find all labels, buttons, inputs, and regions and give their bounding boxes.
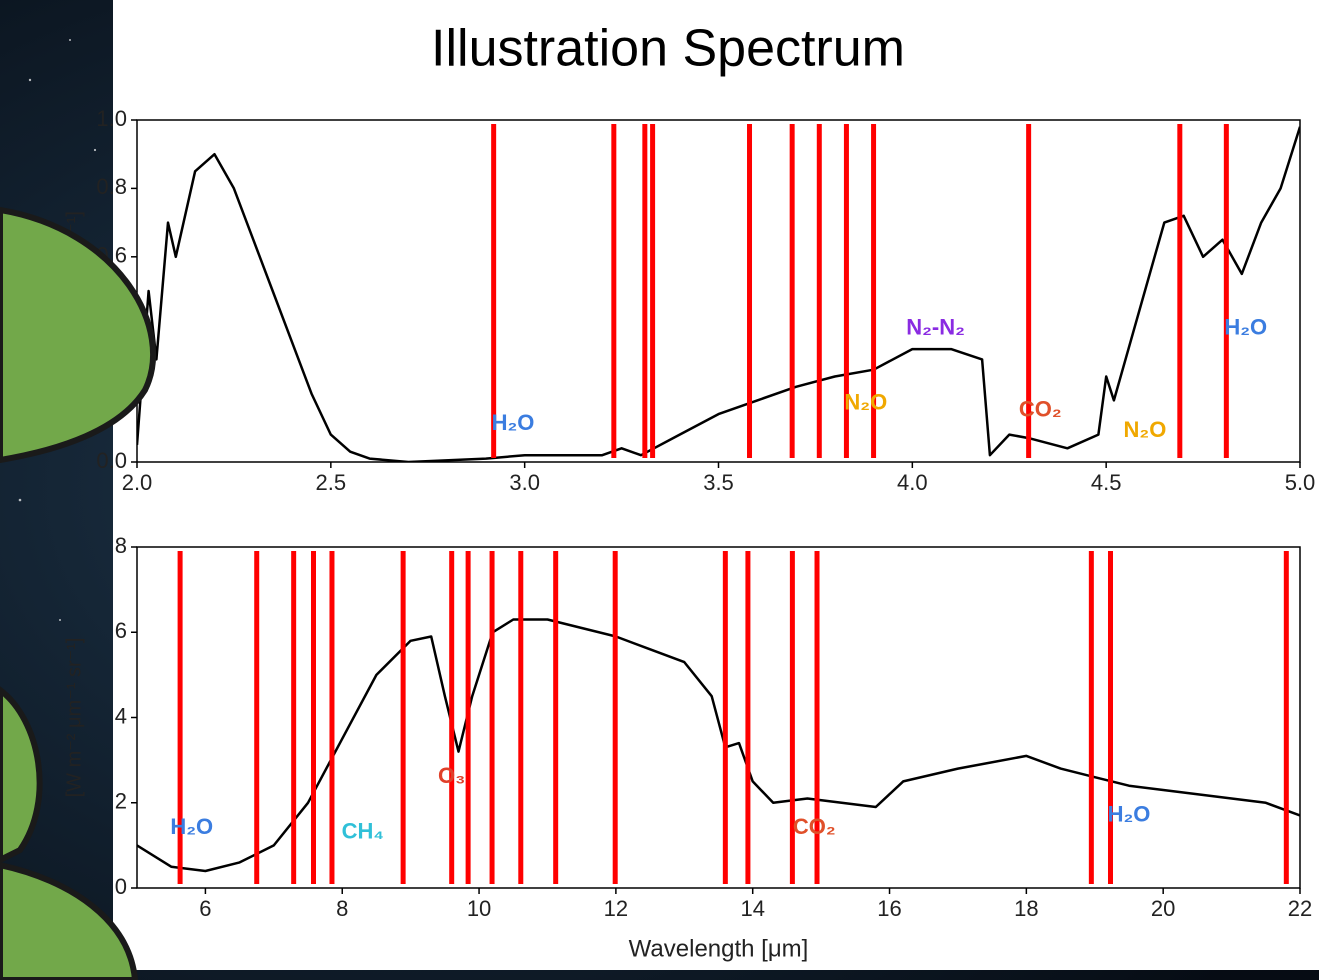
molecule-label: N₂O xyxy=(844,390,887,415)
ui-blobs xyxy=(0,206,157,980)
y-tick-label: 4 xyxy=(115,703,127,728)
x-tick-label: 12 xyxy=(604,896,628,921)
y-tick-label: 0 xyxy=(115,874,127,899)
x-tick-label: 4.0 xyxy=(897,470,928,495)
y-tick-label: 1.0 xyxy=(96,106,127,131)
molecule-label: N₂-N₂ xyxy=(906,314,965,339)
y-tick-label: 6 xyxy=(115,618,127,643)
x-tick-label: 2.5 xyxy=(316,470,347,495)
plots: 2.02.53.03.54.04.55.00.00.20.40.60.81.0H… xyxy=(63,106,1315,963)
x-tick-label: 18 xyxy=(1014,896,1038,921)
x-tick-label: 6 xyxy=(199,896,211,921)
green-blob[interactable] xyxy=(0,861,139,980)
spectrum-line xyxy=(137,618,1300,873)
y-tick-label: 0.0 xyxy=(96,448,127,473)
x-axis-label: Wavelength [μm] xyxy=(629,935,809,962)
molecule-label: CO₂ xyxy=(793,814,836,839)
molecule-label: CO₂ xyxy=(1019,397,1062,422)
molecule-label: N₂O xyxy=(1124,417,1167,442)
x-tick-label: 8 xyxy=(336,896,348,921)
green-blob[interactable] xyxy=(0,686,43,864)
plot-area xyxy=(137,551,1300,884)
plot-frame xyxy=(136,546,1301,889)
panel-title: Illustration Spectrum xyxy=(431,20,905,78)
y-tick-label: 2 xyxy=(115,789,127,814)
molecule-label: H₂O xyxy=(1108,801,1151,826)
x-tick-label: 10 xyxy=(467,896,491,921)
molecule-label: H₂O xyxy=(1224,314,1267,339)
x-tick-label: 2.0 xyxy=(122,470,153,495)
spectrum-line xyxy=(137,126,1300,462)
y-tick-label: 0.8 xyxy=(96,174,127,199)
y-axis-label: [W m⁻² μm⁻¹ sr⁻¹] xyxy=(63,638,85,798)
molecule-label: H₂O xyxy=(492,410,535,435)
plot-frame xyxy=(136,119,1301,463)
plot-area xyxy=(137,124,1300,462)
molecule-label: CH₄ xyxy=(342,818,384,843)
x-tick-label: 16 xyxy=(877,896,901,921)
y-tick-label: 8 xyxy=(115,533,127,558)
x-tick-label: 20 xyxy=(1151,896,1175,921)
x-tick-label: 5.0 xyxy=(1285,470,1316,495)
x-tick-label: 14 xyxy=(740,896,764,921)
molecule-label: O₃ xyxy=(438,763,465,788)
x-tick-label: 22 xyxy=(1288,896,1312,921)
x-tick-label: 4.5 xyxy=(1091,470,1122,495)
molecule-label: H₂O xyxy=(170,814,213,839)
green-blob[interactable] xyxy=(0,206,157,464)
x-tick-label: 3.0 xyxy=(509,470,540,495)
x-tick-label: 3.5 xyxy=(703,470,734,495)
spectrum-plot: 6 8 10 12 14 16 18 20 22 0 2 4 6 8 H₂O O₃ CH₄ CO₂ H₂O [W m⁻… xyxy=(63,533,1312,963)
